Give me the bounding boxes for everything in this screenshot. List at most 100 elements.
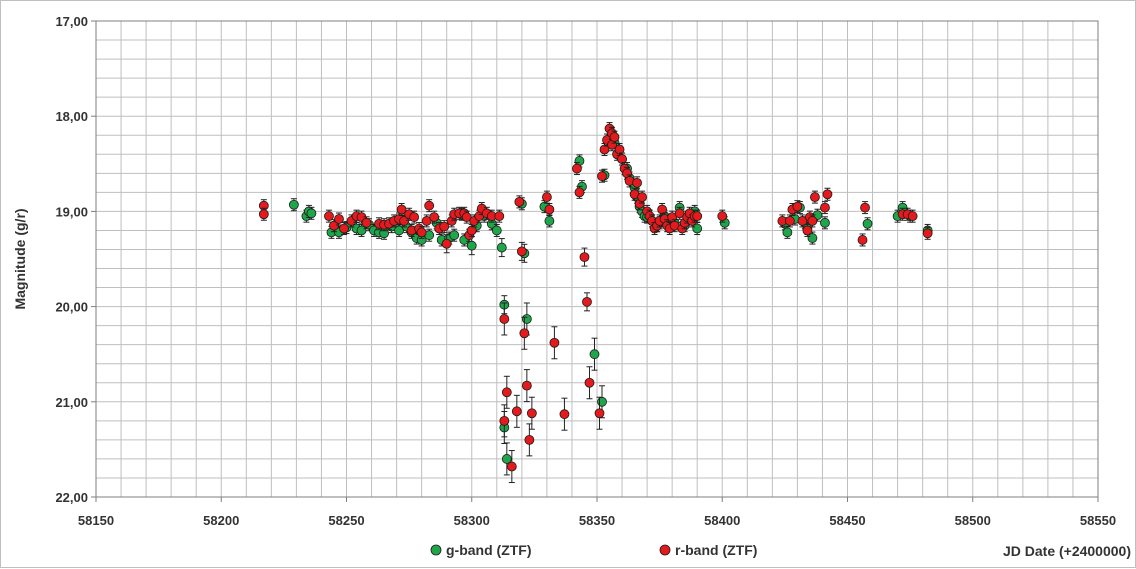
- data-point: [782, 227, 793, 238]
- x-tick-label: 58250: [328, 513, 364, 528]
- data-point: [544, 216, 555, 226]
- data-point: [810, 192, 820, 203]
- data-point: [589, 349, 600, 360]
- data-point: [521, 380, 532, 391]
- data-point: [416, 227, 427, 238]
- data-point: [784, 216, 795, 226]
- x-axis-ticks: 58150 58200 58250 58300 58350 58400 58450 58500…: [78, 497, 1116, 528]
- data-point: [692, 223, 703, 234]
- data-point: [466, 240, 477, 251]
- legend-item-r-band: r-band (ZTF): [659, 542, 757, 558]
- y-tick-label: 22,00: [55, 490, 88, 505]
- data-point: [494, 211, 505, 222]
- x-tick-label: 58550: [1080, 513, 1116, 528]
- data-point: [579, 252, 590, 262]
- data-point: [329, 220, 339, 231]
- data-point: [614, 144, 625, 155]
- data-point: [617, 154, 627, 164]
- data-point: [807, 233, 818, 243]
- data-point: [324, 211, 334, 222]
- data-point: [559, 409, 570, 420]
- data-point: [258, 209, 269, 220]
- data-point: [584, 377, 595, 388]
- legend-label-g-band: g-band (ZTF): [446, 542, 532, 558]
- data-point: [439, 221, 450, 232]
- x-tick-label: 58450: [829, 513, 865, 528]
- data-point: [409, 212, 420, 223]
- data-point: [429, 212, 440, 223]
- data-point: [597, 171, 607, 182]
- data-point: [501, 387, 512, 398]
- y-axis-title: Magnitude (g/r): [12, 208, 28, 309]
- x-tick-label: 58200: [203, 513, 239, 528]
- data-point: [802, 225, 813, 236]
- grid: [96, 21, 1098, 497]
- data-point: [501, 454, 512, 464]
- x-tick-label: 58350: [579, 513, 615, 528]
- data-point: [907, 211, 918, 222]
- data-point: [862, 218, 873, 229]
- y-tick-label: 21,00: [55, 395, 88, 410]
- legend-label-r-band: r-band (ZTF): [675, 542, 757, 558]
- x-axis-title: JD Date (+2400000): [1003, 543, 1131, 559]
- y-tick-label: 18,00: [55, 109, 88, 124]
- x-tick-label: 58300: [454, 513, 490, 528]
- data-point: [717, 211, 728, 222]
- data-point: [526, 408, 537, 419]
- data-point: [499, 314, 510, 324]
- data-point: [860, 202, 870, 213]
- y-tick-label: 19,00: [55, 204, 88, 219]
- data-point: [396, 204, 407, 215]
- data-point: [922, 228, 933, 239]
- data-point: [506, 461, 517, 472]
- data-point: [594, 408, 605, 419]
- x-tick-label: 58150: [78, 513, 114, 528]
- data-point: [582, 296, 592, 307]
- data-point: [820, 217, 830, 228]
- data-point: [399, 216, 410, 226]
- data-point: [572, 163, 582, 174]
- data-point: [597, 396, 607, 407]
- legend-marker-r-band: [659, 544, 671, 556]
- data-point: [334, 214, 344, 224]
- data-point: [288, 199, 299, 210]
- x-tick-label: 58500: [955, 513, 991, 528]
- y-axis-ticks: 17,00 18,00 19,00 20,00 21,00 22,00: [55, 14, 96, 505]
- data-points: [258, 122, 933, 484]
- data-point: [306, 208, 317, 219]
- data-point: [466, 225, 477, 236]
- data-point: [549, 337, 560, 348]
- data-point: [544, 204, 555, 215]
- data-point: [524, 434, 535, 445]
- data-point: [857, 235, 868, 245]
- data-point: [361, 217, 372, 228]
- data-point: [356, 225, 367, 236]
- x-tick-label: 58400: [704, 513, 740, 528]
- data-point: [521, 314, 532, 324]
- data-point: [820, 202, 830, 213]
- data-point: [807, 216, 818, 226]
- data-point: [496, 242, 507, 253]
- data-point: [514, 196, 525, 207]
- data-point: [542, 192, 552, 203]
- series-r-band: [258, 122, 933, 484]
- data-point: [692, 211, 703, 222]
- data-point: [511, 406, 522, 417]
- data-point: [792, 201, 803, 212]
- data-point: [574, 187, 585, 198]
- data-point: [632, 177, 642, 188]
- data-point: [657, 204, 668, 215]
- data-point: [449, 230, 460, 241]
- legend: g-band (ZTF) r-band (ZTF): [430, 542, 757, 558]
- y-tick-label: 17,00: [55, 14, 88, 29]
- data-point: [441, 238, 452, 249]
- data-point: [499, 415, 510, 426]
- legend-item-g-band: g-band (ZTF): [430, 542, 532, 558]
- data-point: [822, 189, 833, 200]
- data-point: [609, 132, 620, 143]
- data-point: [637, 192, 647, 203]
- data-point: [599, 144, 610, 155]
- data-point: [516, 246, 527, 257]
